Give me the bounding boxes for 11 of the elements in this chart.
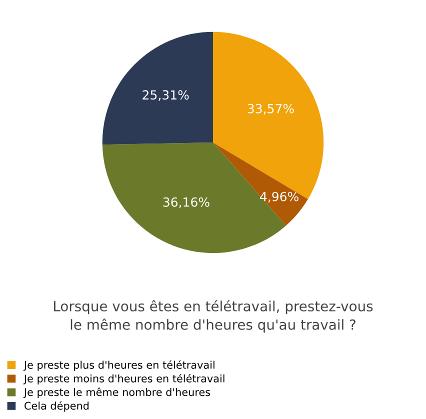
legend-label: Je preste moins d'heures en télétravail: [23, 374, 224, 384]
pie-slice: [102, 32, 213, 145]
data-label: 4,96%: [260, 192, 298, 203]
data-label: 33,57%: [248, 104, 294, 115]
data-label: 36,16%: [163, 197, 210, 208]
data-label: 25,31%: [142, 90, 189, 101]
legend-label: Je preste le même nombre d'heures: [23, 388, 210, 398]
text: Lorsque vous êtes en télétravail, prestez-vous le même nombre d'heures qu'au travail ?: [54, 300, 373, 333]
legend-label: Cela dépend: [24, 401, 89, 412]
legend-label: Je preste plus d'heures en télétravail: [23, 360, 214, 371]
pie-slice: [213, 142, 308, 226]
